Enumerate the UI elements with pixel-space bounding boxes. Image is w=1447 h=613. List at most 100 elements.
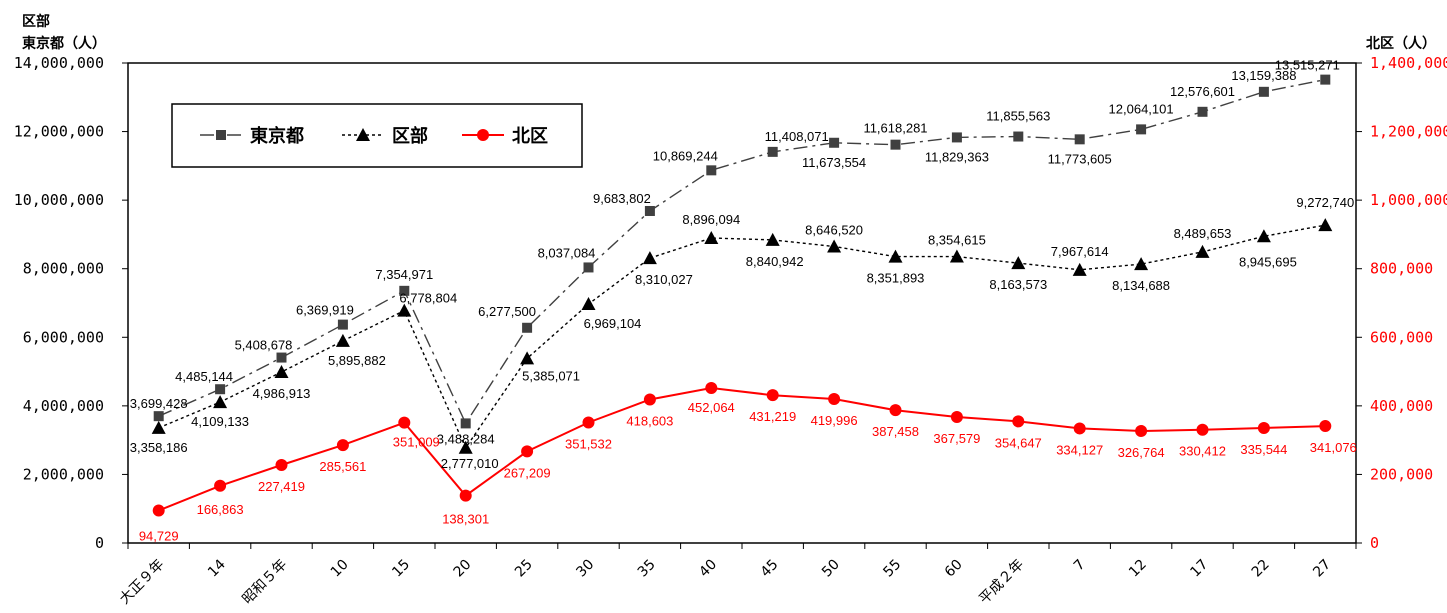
data-point [460,418,471,429]
data-point [889,404,902,417]
series-line-2 [158,386,1326,512]
data-label: 138,301 [442,512,489,527]
data-point [766,389,779,402]
data-label: 8,351,893 [867,271,925,286]
data-point [459,489,472,502]
data-label: 326,764 [1118,445,1165,460]
data-label: 6,778,804 [399,291,457,306]
data-point [274,365,289,379]
right-tick-label: 600,000 [1370,328,1433,346]
legend-marker-0 [216,130,226,140]
x-tick-label: 30 [573,557,597,581]
data-label: 11,673,554 [802,155,866,170]
data-point [827,239,842,253]
data-label: 11,408,071 [765,129,829,144]
data-label: 7,354,971 [375,267,433,282]
right-tick-label: 1,200,000 [1370,123,1447,141]
data-point [1318,218,1333,232]
data-label: 3,358,186 [130,440,188,455]
data-label: 7,967,614 [1051,244,1109,259]
data-point [337,319,348,330]
legend: 東京都 区部 北区 [171,103,583,168]
data-label: 12,576,601 [1170,84,1235,99]
x-tick-label: 25 [512,557,536,581]
left-tick-label: 8,000,000 [23,260,104,278]
data-point [1135,424,1148,437]
data-label: 418,603 [626,413,673,428]
series-layer [151,74,1333,517]
x-tick-label: 10 [328,557,352,581]
data-label: 8,646,520 [805,223,863,238]
data-point [890,139,901,150]
data-point [704,230,719,244]
data-point [643,393,656,406]
data-point [1072,262,1087,276]
data-point [1073,422,1086,435]
x-tick-label: 昭和５年 [239,557,290,608]
right-tick-label: 800,000 [1370,260,1433,278]
data-label: 13,159,388 [1231,68,1296,83]
data-label: 11,829,363 [925,149,989,164]
data-label: 334,127 [1056,442,1103,457]
data-point [829,137,840,148]
data-point [581,297,596,311]
data-label: 227,419 [258,479,305,494]
x-tick-label: 7 [1071,557,1089,575]
data-label: 431,219 [749,409,796,424]
data-label: 5,408,678 [235,338,293,353]
data-label: 11,618,281 [863,121,927,136]
data-point [949,249,964,263]
data-point [582,416,595,429]
right-tick-label: 1,000,000 [1370,191,1447,209]
data-label: 8,945,695 [1239,254,1297,269]
x-tick-label: 平成２年 [976,557,1027,608]
data-label: 11,855,563 [986,109,1050,124]
data-point [1196,423,1209,436]
left-axis-title-line2: 東京都（人） [22,35,106,52]
data-point [214,479,227,492]
legend-marker-2 [477,129,489,141]
data-point [950,410,963,423]
x-tick-label: 14 [205,556,229,580]
data-label: 387,458 [872,424,919,439]
data-label: 330,412 [1179,444,1226,459]
data-point [152,504,165,517]
right-tick-label: 0 [1370,534,1379,552]
legend-marker-1 [356,128,370,141]
x-tick-label: 40 [696,557,720,581]
x-tick-label: 45 [758,557,782,581]
right-axis-title: 北区（人） [1366,35,1436,52]
data-label: 419,996 [811,413,858,428]
data-label: 166,863 [197,502,244,517]
data-point [706,165,717,176]
legend-label-0: 東京都 [250,125,304,147]
data-labels: 3,699,428 4,485,144 5,408,678 6,369,919 7,35… [130,58,1357,544]
left-tick-label: 4,000,000 [23,397,104,415]
data-label: 4,485,144 [175,369,233,384]
data-label: 2,777,010 [441,456,499,471]
data-point [1012,415,1025,428]
x-tick-label: 55 [880,557,904,581]
data-label: 94,729 [139,529,179,544]
data-label: 3,488,284 [437,431,495,446]
x-tick-label: 12 [1126,557,1150,581]
series-line-1 [158,224,1326,450]
data-point [1134,257,1149,271]
data-point [1257,421,1270,434]
data-label: 285,561 [319,459,366,474]
data-point [398,416,411,429]
data-label: 9,683,802 [593,191,651,206]
data-label: 8,354,615 [928,233,986,248]
x-tick-label: 17 [1187,557,1211,581]
data-label: 6,969,104 [584,316,642,331]
legend-label-1: 区部 [392,125,428,147]
left-tick-label: 6,000,000 [23,328,104,346]
x-tick-label: 50 [819,557,843,581]
data-label: 8,489,653 [1174,226,1232,241]
left-tick-label: 14,000,000 [14,54,104,72]
data-label: 8,310,027 [635,272,693,287]
x-tick-label: 大正９年 [117,557,168,608]
data-point [1320,74,1331,85]
data-label: 341,076 [1310,440,1357,455]
data-point [522,322,533,333]
